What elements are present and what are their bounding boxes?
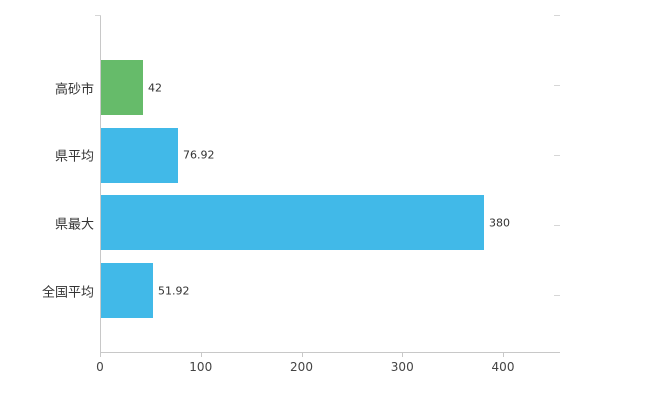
right-edge-tick bbox=[554, 295, 560, 296]
category-label: 全国平均 bbox=[41, 285, 94, 301]
value-label: 76.92 bbox=[183, 148, 215, 162]
bar-3 bbox=[101, 263, 153, 319]
y-axis-top-tick bbox=[95, 15, 101, 16]
bar-2 bbox=[101, 195, 484, 251]
category-label: 県平均 bbox=[54, 149, 94, 165]
right-edge-tick bbox=[554, 15, 560, 16]
value-label: 380 bbox=[489, 216, 510, 230]
x-axis-tick bbox=[200, 352, 202, 357]
right-edge-tick bbox=[554, 85, 560, 86]
x-axis-tick-label: 200 bbox=[290, 360, 313, 374]
right-edge-tick bbox=[554, 155, 560, 156]
x-axis-tick-label: 400 bbox=[491, 360, 515, 374]
x-axis-tick-label: 300 bbox=[390, 360, 414, 374]
x-axis-tick bbox=[301, 352, 303, 357]
category-label: 高砂市 bbox=[54, 82, 94, 97]
right-edge-tick bbox=[554, 225, 560, 226]
bar-0 bbox=[101, 60, 143, 115]
x-axis-tick bbox=[402, 352, 404, 357]
x-axis-tick bbox=[503, 352, 504, 357]
x-axis-tick bbox=[100, 352, 101, 357]
value-label: 51.92 bbox=[158, 284, 190, 298]
x-axis-tick-label: 100 bbox=[189, 360, 213, 374]
value-label: 42 bbox=[148, 81, 162, 94]
bar-1 bbox=[101, 127, 178, 183]
y-axis-line bbox=[100, 15, 101, 353]
x-axis-tick-label: 0 bbox=[96, 360, 104, 374]
category-label: 県最大 bbox=[54, 217, 94, 233]
x-axis-line bbox=[100, 352, 560, 353]
